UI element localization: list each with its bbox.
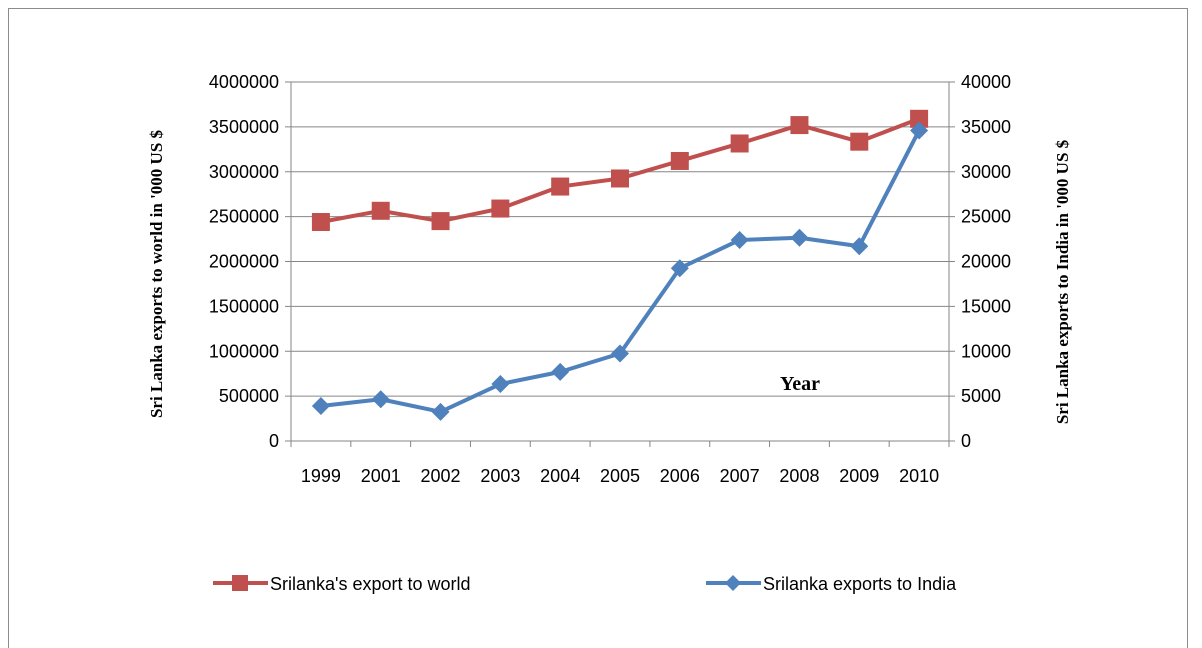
right-tick-label: 15000 [961,296,1011,316]
point-world [730,134,749,153]
right-tick-label: 20000 [961,252,1011,272]
point-world [910,109,929,128]
x-tick-label: 2008 [779,466,819,486]
x-tick-label: 2007 [720,466,760,486]
left-tick-label: 2000000 [209,252,279,272]
point-india [431,402,450,421]
x-tick-label: 2002 [421,466,461,486]
left-tick-label: 3000000 [209,162,279,182]
point-world [551,177,570,196]
right-tick-label: 25000 [961,207,1011,227]
legend-item-world: Srilanka's export to world [213,574,471,594]
chart: 0 500000 1000000 1500000 2000000 2500000 30000… [147,72,1072,594]
gridlines [285,81,955,447]
x-tick-label: 2010 [899,466,939,486]
point-world [850,132,869,151]
point-world [790,116,809,135]
point-india [311,396,330,415]
point-world [611,169,629,188]
right-tick-label: 40000 [961,72,1011,92]
point-world [491,199,510,218]
right-tick-label: 30000 [961,162,1011,182]
point-world [431,212,450,231]
point-world [670,151,689,170]
point-india [730,230,749,249]
left-tick-label: 2500000 [209,207,279,227]
point-india [790,228,809,247]
x-tick-label: 2009 [839,466,879,486]
left-axis-title: Sri Lanka exports to world in '000 US $ [147,129,166,418]
point-india [371,390,390,409]
left-tick-label: 1000000 [209,341,279,361]
left-tick-label: 4000000 [209,72,279,92]
x-tick-label: 2001 [361,466,401,486]
legend-label-world: Srilanka's export to world [270,574,471,594]
legend: Srilanka's export to world Srilanka expo… [213,574,957,594]
x-tick-label: 2004 [540,466,580,486]
right-tick-label: 35000 [961,117,1011,137]
point-india [551,362,570,381]
point-india [670,259,689,278]
legend-label-india: Srilanka exports to India [763,574,957,594]
left-axis-ticks: 0 500000 1000000 1500000 2000000 2500000 30000… [209,72,279,451]
x-axis-ticks: 1999 2001 2002 2003 2004 2005 2006 2007 2008 2009… [301,466,939,486]
x-tick-label: 2005 [600,466,640,486]
left-tick-label: 500000 [219,386,279,406]
chart-frame [8,8,1188,648]
x-tick-label: 2003 [480,466,520,486]
legend-item-india: Srilanka exports to India [706,574,957,594]
legend-marker-diamond [725,575,741,591]
point-india [611,344,629,363]
right-tick-label: 10000 [961,341,1011,361]
x-tick-label: 1999 [301,466,341,486]
left-tick-label: 0 [269,431,279,451]
right-tick-label: 5000 [961,386,1001,406]
series-group [311,109,929,421]
point-world [371,201,390,220]
point-india [910,121,929,140]
left-tick-label: 1500000 [209,296,279,316]
point-india [850,237,869,256]
x-tick-label: 2006 [660,466,700,486]
right-tick-label: 0 [961,431,971,451]
year-annotation: Year [780,373,820,395]
right-axis-ticks: 0 5000 10000 15000 20000 25000 30000 35000 40000 [961,72,1011,451]
left-tick-label: 3500000 [209,117,279,137]
right-axis-title: Sri Lanka exports to India in '000 US $ [1053,139,1072,424]
point-world [311,213,330,232]
point-india [491,375,510,394]
legend-marker-square [232,575,248,591]
